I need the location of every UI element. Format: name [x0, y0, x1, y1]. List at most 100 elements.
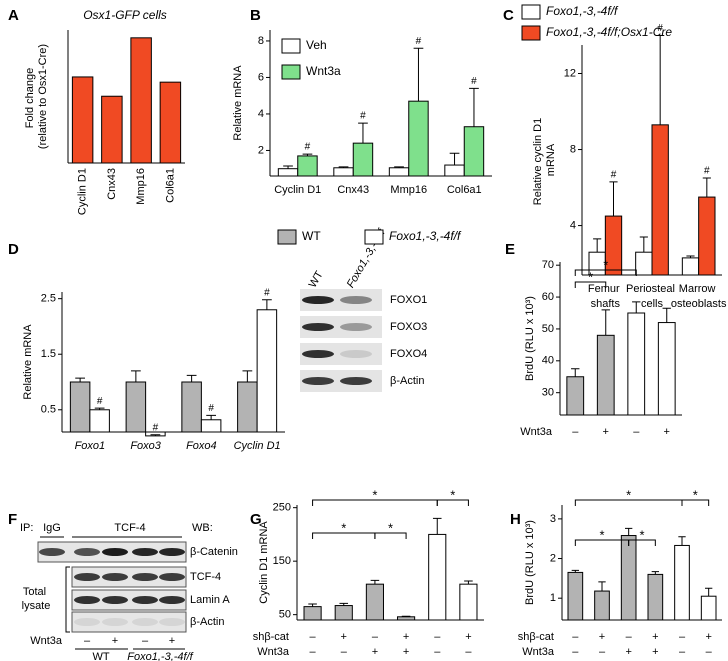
y-axis-label: BrdU (RLU x 10³)	[524, 520, 536, 605]
condition-value: +	[652, 646, 658, 658]
error-bar	[308, 603, 317, 607]
panel-letter: F	[8, 511, 17, 528]
condition-value: +	[603, 426, 609, 438]
bar	[651, 124, 669, 276]
bar	[333, 167, 354, 177]
condition-value: –	[310, 631, 317, 643]
comparison-mark: *	[450, 487, 455, 502]
significance-mark: #	[305, 142, 311, 153]
y-tick-label: 50	[542, 323, 554, 335]
error-bar	[705, 587, 713, 597]
error-bar	[358, 122, 368, 144]
x-tick-label: Foxo1	[75, 440, 106, 452]
condition-value: +	[112, 635, 118, 647]
condition-value: –	[372, 631, 379, 643]
legend-label: WT	[302, 229, 321, 243]
panel-letter: H	[510, 511, 521, 528]
band	[340, 323, 372, 331]
significance-mark: #	[208, 403, 214, 414]
y-tick-label: 40	[542, 355, 554, 367]
legend-label: Veh	[306, 38, 327, 52]
band	[340, 350, 372, 358]
y-axis-label: Fold change (relative to Osx1-Cre)	[24, 44, 49, 149]
y-tick-label: 250	[273, 502, 291, 514]
band	[102, 548, 128, 556]
significance-mark: #	[471, 76, 477, 87]
bar	[657, 322, 676, 416]
row-label: β-Catenin	[190, 546, 238, 558]
x-tick-label: Foxo3	[130, 440, 161, 452]
significance-mark: #	[704, 166, 710, 177]
bar	[277, 168, 299, 177]
significance-mark: #	[360, 111, 366, 122]
y-tick-label: 2	[550, 552, 556, 564]
legend-swatch	[281, 38, 301, 54]
lane-label: WT	[307, 269, 326, 290]
y-tick-label: 60	[542, 291, 554, 303]
condition-name: Wnt3a	[30, 635, 63, 647]
error-bar	[206, 414, 217, 420]
condition-name: shβ-cat	[253, 631, 289, 643]
y-tick-label: 1	[550, 592, 556, 604]
band	[102, 596, 128, 604]
legend-swatch	[277, 229, 297, 245]
condition-value: +	[705, 631, 711, 643]
bar	[444, 164, 465, 177]
band	[132, 573, 158, 581]
error-bar	[678, 536, 686, 546]
error-bar	[449, 152, 460, 166]
row-label: β-Actin	[190, 616, 224, 628]
comparison-mark: *	[693, 487, 698, 502]
y-tick-label: 8	[570, 143, 576, 155]
y-axis-label: Cyclin D1 mRNA	[258, 521, 270, 604]
x-tick-label: Col6a1	[164, 168, 176, 203]
error-bar	[394, 166, 404, 168]
bar	[567, 571, 584, 621]
comparison-mark: *	[588, 269, 593, 284]
bar	[635, 251, 653, 276]
bar	[397, 616, 416, 621]
condition-value: +	[341, 631, 347, 643]
bar	[620, 535, 637, 621]
bar	[459, 583, 478, 621]
band	[132, 596, 158, 604]
x-tick-label: Mmp16	[135, 168, 147, 205]
error-bar	[625, 527, 633, 536]
bar	[89, 409, 110, 433]
y-tick-label: 6	[258, 71, 264, 83]
condition-value: +	[169, 635, 175, 647]
condition-value: –	[465, 646, 472, 658]
chart-title: Osx1-GFP cells	[83, 8, 167, 22]
y-tick-label: 30	[542, 387, 554, 399]
bar	[181, 381, 202, 433]
error-bar	[75, 377, 85, 382]
bar	[130, 37, 152, 164]
legend-label: Wnt3a	[306, 64, 341, 78]
row-label: TCF-4	[190, 571, 221, 583]
condition-value: +	[403, 631, 409, 643]
panel-letter: B	[250, 7, 261, 24]
panel-letter: D	[8, 241, 19, 258]
band	[132, 548, 158, 556]
bar	[463, 126, 485, 177]
error-bar	[401, 615, 411, 617]
y-tick-label: 3	[550, 513, 556, 525]
error-bar	[632, 301, 641, 313]
comparison-bracket	[681, 499, 710, 506]
bar	[388, 167, 410, 177]
x-tick-label: Periosteal cells	[626, 283, 678, 310]
condition-value: –	[434, 646, 441, 658]
y-tick-label: 4	[258, 108, 264, 120]
bar	[71, 76, 94, 164]
band	[39, 548, 65, 556]
y-tick-label: 12	[564, 67, 576, 79]
condition-value: +	[664, 426, 670, 438]
comparison-mark: *	[626, 487, 631, 502]
row-label: FOXO4	[390, 348, 427, 360]
lysate-bracket	[65, 566, 70, 633]
band	[102, 573, 128, 581]
bar	[681, 257, 700, 276]
band	[340, 377, 372, 385]
condition-value: –	[572, 646, 579, 658]
